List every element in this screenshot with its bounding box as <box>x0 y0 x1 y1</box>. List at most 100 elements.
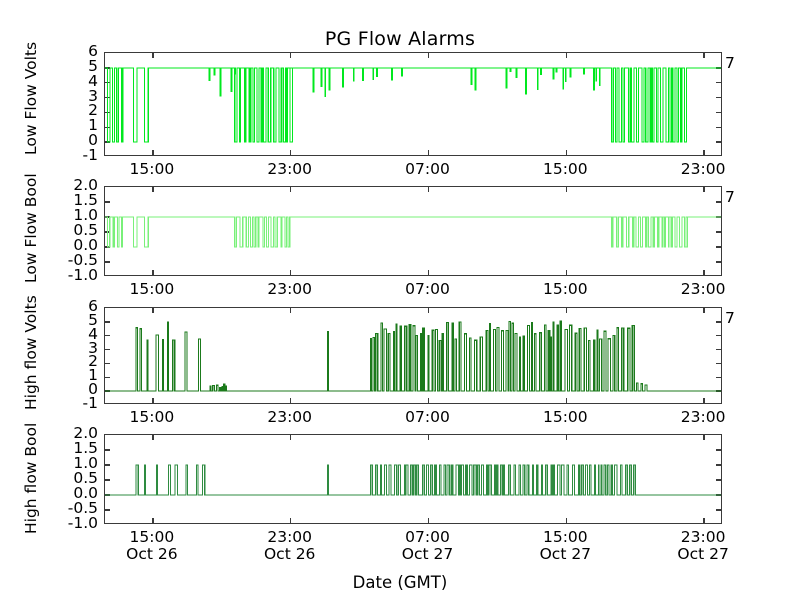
x-tick-mark <box>152 518 154 523</box>
x-tick-label: 07:00 Oct 27 <box>373 528 483 564</box>
y-tick-mark <box>105 321 110 323</box>
y-tick-mark <box>105 509 110 511</box>
x-tick-time: 23:00 <box>267 408 313 426</box>
x-tick-date: Oct 27 <box>539 545 592 564</box>
x-tick-time: 15:00 <box>542 528 588 546</box>
y-tick-label: 1 <box>88 366 98 385</box>
x-tick-mark-top <box>565 435 568 440</box>
y-tick-mark-right <box>716 96 721 99</box>
x-tick-mark <box>290 270 292 275</box>
x-tick-time: 15:00 <box>129 408 175 426</box>
x-tick-mark <box>152 270 154 275</box>
clipped-x-tick-label: 7 <box>725 309 735 327</box>
x-tick-date: Oct 27 <box>401 545 454 564</box>
y-tick-mark <box>105 261 110 263</box>
x-tick-time: 23:00 <box>267 280 313 298</box>
x-tick-date: Oct 26 <box>126 545 178 564</box>
x-tick-time: 23:00 <box>680 528 726 546</box>
y-tick-mark-right <box>716 335 721 337</box>
x-tick-mark-top <box>565 308 568 313</box>
signal-trace <box>105 216 721 248</box>
panel-high-flow-volts[interactable] <box>104 307 722 404</box>
panel-low-flow-volts[interactable] <box>104 52 722 156</box>
x-tick-time: 23:00 <box>680 408 726 426</box>
y-tick-label: 1.0 <box>73 454 98 472</box>
x-tick-mark <box>703 398 705 403</box>
x-tick-label: 15:00 <box>97 280 207 298</box>
y-tick-mark <box>105 449 110 451</box>
signal-trace <box>105 67 721 143</box>
x-tick-time: 07:00 <box>405 408 450 426</box>
signal-trace <box>105 320 721 392</box>
y-tick-label: 0.5 <box>73 469 98 487</box>
y-tick-label: 2.0 <box>73 176 98 194</box>
y-tick-label: -1.0 <box>67 514 98 532</box>
y-tick-mark-right <box>716 111 721 114</box>
x-tick-mark-top <box>152 308 154 313</box>
y-tick-mark-right <box>716 376 721 378</box>
x-tick-label: 23:00 Oct 26 <box>235 528 345 564</box>
y-tick-label: 2.0 <box>73 424 98 442</box>
y-tick-label: 5 <box>88 56 98 75</box>
y-tick-mark-right <box>716 82 721 84</box>
x-tick-label: 23:00 Oct 27 <box>648 528 758 564</box>
y-tick-label: 2 <box>88 101 98 120</box>
x-tick-time: 23:00 <box>267 528 313 546</box>
x-tick-mark-top <box>290 308 292 313</box>
x-tick-time: 23:00 <box>680 280 726 298</box>
x-tick-mark <box>427 150 430 155</box>
y-tick-label: 1.5 <box>73 191 98 209</box>
x-tick-mark <box>290 398 292 403</box>
x-tick-time: 07:00 <box>405 528 450 546</box>
y-tick-label: 2 <box>88 352 98 371</box>
x-tick-mark-top <box>152 435 154 440</box>
y-tick-mark <box>105 464 110 466</box>
y-tick-label: 6 <box>88 42 98 60</box>
y-tick-label: -0.5 <box>67 251 98 269</box>
x-tick-time: 23:00 <box>680 160 726 178</box>
x-tick-time: 15:00 <box>129 160 175 178</box>
x-tick-mark-top <box>152 187 154 192</box>
y-tick-mark <box>105 348 110 351</box>
clipped-x-tick-label: 7 <box>725 54 735 72</box>
x-tick-mark-top <box>703 435 705 440</box>
y-tick-mark-right <box>716 141 721 143</box>
x-tick-mark <box>152 150 154 155</box>
x-tick-mark <box>565 518 568 523</box>
x-tick-label: 07:00 <box>373 160 483 178</box>
y-tick-label: 0.5 <box>73 221 98 239</box>
x-tick-mark-top <box>290 435 292 440</box>
panel-low-flow-bool[interactable] <box>104 186 722 276</box>
x-tick-mark-top <box>565 187 568 192</box>
x-tick-label: 23:00 <box>648 280 758 298</box>
y-tick-mark-right <box>716 261 721 263</box>
signal-trace <box>105 464 721 496</box>
x-tick-mark-top <box>427 187 430 192</box>
x-tick-mark <box>152 398 154 403</box>
x-tick-time: 15:00 <box>129 528 175 546</box>
y-tick-mark-right <box>716 449 721 451</box>
y-tick-mark-right <box>716 321 721 323</box>
y-tick-label: 4 <box>88 324 98 343</box>
x-tick-mark-top <box>152 53 154 58</box>
x-tick-label: 15:00 <box>510 160 620 178</box>
x-tick-label: 15:00 <box>510 408 620 426</box>
y-tick-label: 0.0 <box>73 236 98 254</box>
y-tick-label: 0.0 <box>73 484 98 502</box>
panel-high-flow-bool[interactable] <box>104 434 722 524</box>
y-tick-label: -0.5 <box>67 499 98 517</box>
y-tick-label: -1 <box>82 146 98 164</box>
x-tick-mark-top <box>703 187 705 192</box>
x-tick-mark-top <box>290 187 292 192</box>
y-tick-label: 3 <box>88 86 98 105</box>
y-tick-label: 1.5 <box>73 439 98 457</box>
x-tick-time: 15:00 <box>129 280 175 298</box>
y-tick-mark-right <box>716 479 721 481</box>
x-tick-mark-top <box>290 53 292 58</box>
y-tick-mark-right <box>716 126 721 128</box>
x-tick-date: Oct 27 <box>677 545 729 564</box>
y-tick-label: -1 <box>82 394 98 412</box>
x-tick-mark <box>565 150 568 155</box>
x-tick-time: 23:00 <box>267 160 313 178</box>
x-tick-mark-top <box>703 53 705 58</box>
